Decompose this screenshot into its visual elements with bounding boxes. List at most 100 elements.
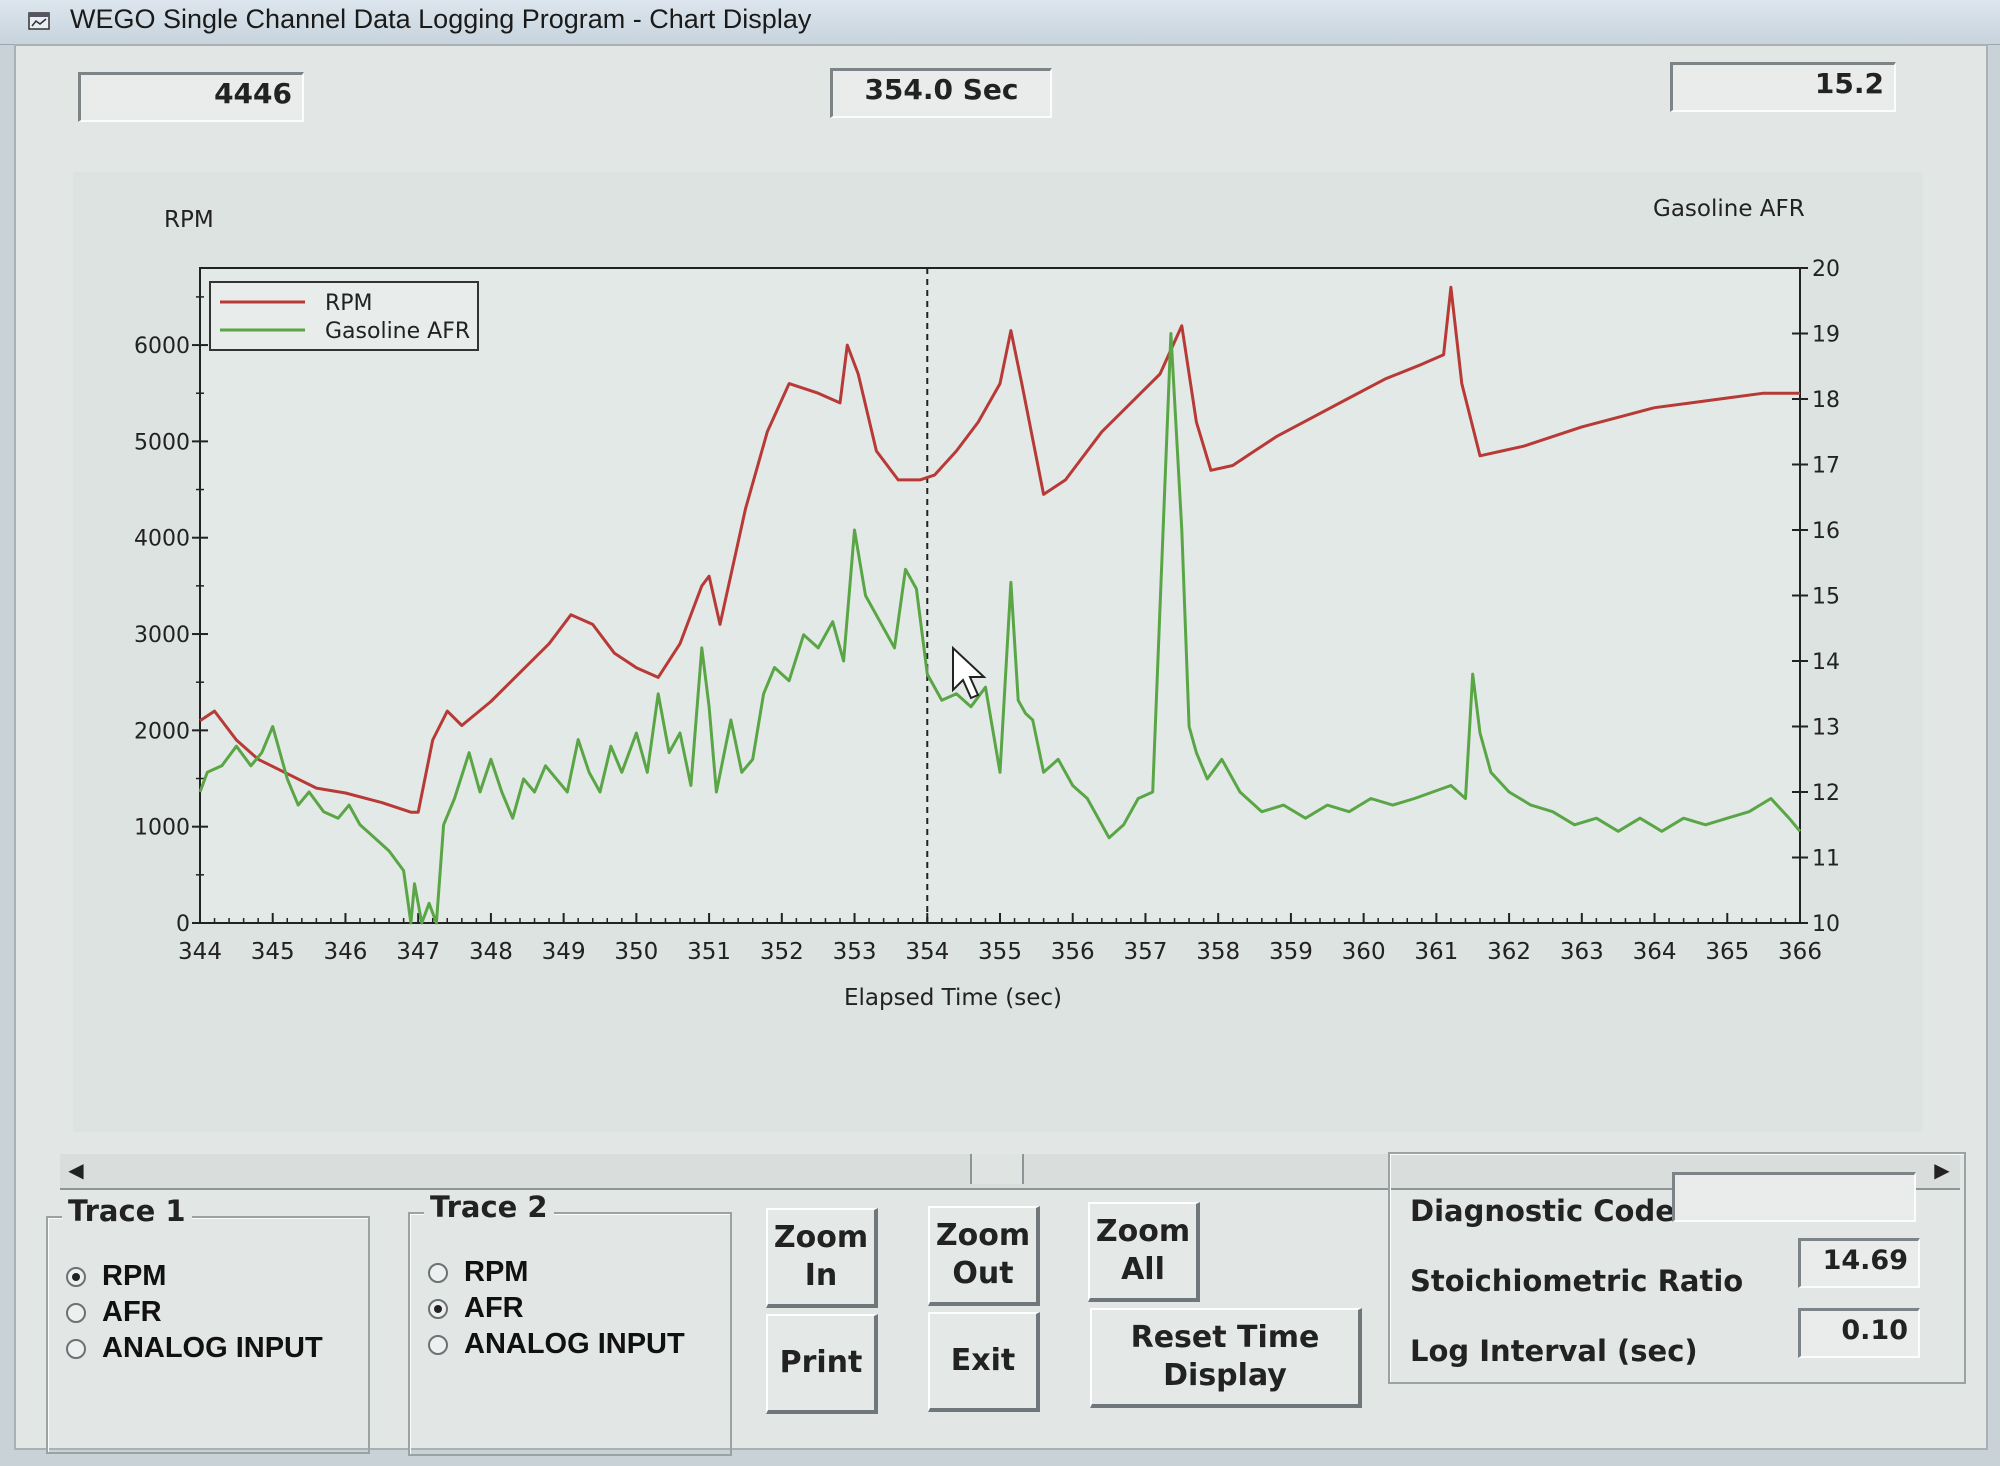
title-bar: WEGO Single Channel Data Logging Program… <box>0 0 2000 45</box>
log-interval-label: Log Interval (sec) <box>1410 1334 1698 1368</box>
trace1-analog-label: ANALOG INPUT <box>102 1332 323 1364</box>
y-right-tick-label: 20 <box>1812 257 1840 282</box>
stoichiometric-ratio-label: Stoichiometric Ratio <box>1410 1264 1744 1298</box>
y-right-tick-label: 16 <box>1812 519 1840 544</box>
print-button[interactable]: Print <box>766 1314 878 1414</box>
zoom-all-button[interactable]: Zoom All <box>1088 1202 1200 1302</box>
trace1-option-rpm[interactable]: RPM <box>66 1260 166 1293</box>
trace1-rpm-label: RPM <box>102 1260 167 1292</box>
rpm-series-line <box>199 285 1800 814</box>
y-left-tick-label: 6000 <box>134 334 190 359</box>
trace2-option-rpm[interactable]: RPM <box>428 1256 528 1289</box>
axis-ticks: 344 345 346 347 348 349 350 351 352 353 354 355 356 3… <box>134 257 1840 965</box>
x-tick-label: 344 <box>178 939 222 965</box>
log-interval-field[interactable]: 0.10 <box>1798 1308 1920 1358</box>
trace2-option-afr[interactable]: AFR <box>428 1292 524 1325</box>
trace1-title: Trace 1 <box>62 1194 192 1228</box>
x-tick-label: 365 <box>1705 939 1749 965</box>
trace2-group: Trace 2 RPM AFR ANALOG INPUT <box>408 1190 732 1456</box>
trace2-option-analog[interactable]: ANALOG INPUT <box>428 1328 685 1361</box>
x-tick-label: 366 <box>1778 939 1822 965</box>
rpm-readout: 4446 <box>78 72 304 122</box>
x-tick-label: 361 <box>1414 939 1458 965</box>
trace2-analog-radio[interactable] <box>428 1334 448 1355</box>
trace1-option-analog[interactable]: ANALOG INPUT <box>66 1332 323 1365</box>
chart-legend: RPM Gasoline AFR <box>209 281 479 351</box>
chart-window: 4446 354.0 Sec 15.2 RPM Gasoline AFR Ela… <box>14 44 1988 1456</box>
zoom-in-button[interactable]: Zoom In <box>766 1208 878 1308</box>
trace1-analog-radio[interactable] <box>66 1338 86 1359</box>
y-right-tick-label: 13 <box>1812 716 1840 741</box>
legend-afr-label: Gasoline AFR <box>325 319 470 344</box>
scroll-left-arrow-icon[interactable]: ◀ <box>68 1160 84 1182</box>
trace1-rpm-radio[interactable] <box>66 1266 86 1287</box>
diagnostic-code-label: Diagnostic Code <box>1410 1194 1675 1228</box>
y-left-tick-label: 3000 <box>134 623 190 648</box>
trace1-afr-label: AFR <box>102 1296 162 1328</box>
trace2-analog-label: ANALOG INPUT <box>464 1328 685 1360</box>
x-tick-label: 353 <box>833 939 877 965</box>
y-left-tick-label: 0 <box>176 912 190 937</box>
x-tick-label: 349 <box>542 939 586 965</box>
y-right-tick-label: 15 <box>1812 585 1840 610</box>
stoichiometric-ratio-field[interactable]: 14.69 <box>1798 1238 1920 1288</box>
x-axis-label: Elapsed Time (sec) <box>844 985 1062 1011</box>
diagnostic-code-field <box>1672 1172 1916 1222</box>
window-title: WEGO Single Channel Data Logging Program… <box>70 4 812 34</box>
scroll-thumb[interactable] <box>970 1154 1024 1184</box>
chart-area: RPM Gasoline AFR Elapsed Time (sec) 344 3… <box>73 172 1923 1132</box>
trace2-afr-label: AFR <box>464 1292 524 1324</box>
x-tick-label: 347 <box>396 939 440 965</box>
plot-frame <box>199 267 1801 924</box>
trace1-afr-radio[interactable] <box>66 1302 86 1323</box>
app-icon <box>28 12 50 30</box>
x-tick-label: 359 <box>1269 939 1313 965</box>
series-group <box>198 285 1802 925</box>
exit-button[interactable]: Exit <box>928 1312 1040 1412</box>
x-tick-label: 345 <box>251 939 295 965</box>
legend-box <box>209 281 479 351</box>
x-tick-label: 355 <box>978 939 1022 965</box>
mouse-pointer-icon <box>952 645 987 700</box>
trace2-title: Trace 2 <box>424 1190 554 1224</box>
x-tick-label: 350 <box>614 939 658 965</box>
x-tick-label: 352 <box>760 939 804 965</box>
y-right-tick-label: 10 <box>1812 912 1840 937</box>
trace1-option-afr[interactable]: AFR <box>66 1296 162 1329</box>
y-right-tick-label: 11 <box>1812 847 1840 872</box>
right-axis-label: Gasoline AFR <box>1653 196 1805 222</box>
reset-time-display-button[interactable]: Reset Time Display <box>1090 1308 1362 1408</box>
y-right-tick-label: 18 <box>1812 388 1840 413</box>
trace1-group: Trace 1 RPM AFR ANALOG INPUT <box>46 1194 370 1454</box>
y-right-tick-label: 19 <box>1812 323 1840 348</box>
x-tick-label: 364 <box>1633 939 1677 965</box>
x-tick-label: 351 <box>687 939 731 965</box>
y-left-tick-label: 2000 <box>134 719 190 744</box>
trace2-afr-radio[interactable] <box>428 1298 448 1319</box>
scroll-right-arrow-icon[interactable]: ▶ <box>1934 1160 1950 1182</box>
x-tick-label: 354 <box>905 939 949 965</box>
x-tick-label: 356 <box>1051 939 1095 965</box>
info-panel: Diagnostic Code Stoichiometric Ratio 14.… <box>1388 1152 1966 1384</box>
left-axis-label: RPM <box>164 207 214 233</box>
x-tick-label: 358 <box>1196 939 1240 965</box>
trace2-rpm-radio[interactable] <box>428 1262 448 1283</box>
horizontal-scrollbar[interactable]: ◀ ▶ <box>60 1154 1960 1190</box>
y-right-tick-label: 17 <box>1812 454 1840 479</box>
time-readout: 354.0 Sec <box>830 68 1052 118</box>
y-left-tick-label: 1000 <box>134 816 190 841</box>
y-left-tick-label: 5000 <box>134 430 190 455</box>
afr-rpm-chart: RPM Gasoline AFR Elapsed Time (sec) 344 3… <box>134 196 1840 1011</box>
zoom-out-button[interactable]: Zoom Out <box>928 1206 1040 1306</box>
x-tick-label: 348 <box>469 939 513 965</box>
x-tick-label: 357 <box>1124 939 1168 965</box>
x-tick-label: 346 <box>324 939 368 965</box>
x-tick-label: 360 <box>1342 939 1386 965</box>
y-left-tick-label: 4000 <box>134 527 190 552</box>
y-right-tick-label: 12 <box>1812 781 1840 806</box>
x-tick-label: 363 <box>1560 939 1604 965</box>
legend-rpm-label: RPM <box>325 291 373 316</box>
afr-readout: 15.2 <box>1670 62 1896 112</box>
x-tick-label: 362 <box>1487 939 1531 965</box>
y-right-tick-label: 14 <box>1812 650 1840 675</box>
